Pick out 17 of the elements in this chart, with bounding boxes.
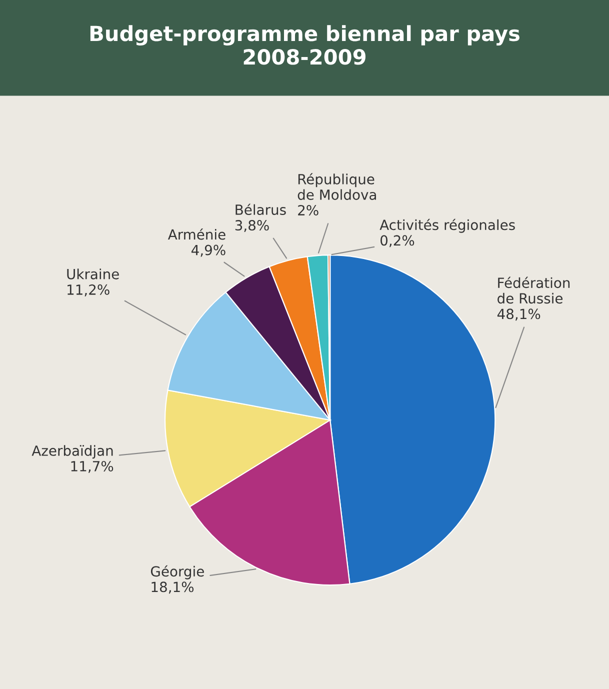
data-label: 11,7% [71,460,114,473]
slice-label: Géorgie [150,565,204,580]
data-label: 2% [298,205,318,216]
data-label: 11,2% [68,284,110,296]
slice-label: Azerbaïdjan [32,445,113,459]
data-label: 48,1% [497,308,540,321]
data-label: 18,1% [152,582,194,594]
slice-label: Fédération de Russie [498,276,570,304]
data-label: 0,2% [380,235,414,248]
chart-title: Budget-programme biennal par pays 2008-2009 [90,25,520,65]
slice-label: Activités régionales [380,218,515,233]
slice-label: Arménie [168,228,226,240]
slice-label: République de Moldova [298,173,376,200]
slice-label: Ukraine [67,268,119,280]
data-label: 4,9% [192,244,226,257]
slice-label: Bélarus [236,204,286,216]
data-label: 3,8% [235,220,269,232]
